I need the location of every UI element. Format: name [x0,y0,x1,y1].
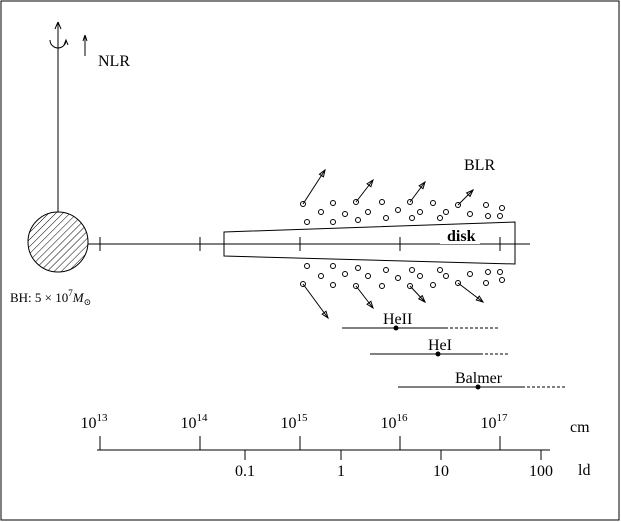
arrow-head [417,294,426,304]
arrow-head [366,178,374,188]
outflow-arrow [457,189,474,206]
cloud [300,201,306,207]
cloud [304,263,310,269]
cm-tick-label: 1015 [281,412,309,432]
cloud [407,199,413,205]
disk-label-bg [440,230,480,244]
ld-tick-label: 100 [529,463,553,480]
cloud [409,215,415,221]
cloud [383,215,389,221]
clouds [300,168,505,320]
cloud [318,209,324,215]
black-hole [27,211,89,273]
cm-unit: cm [570,419,590,436]
cloud [342,211,348,217]
arrow-head [465,188,475,198]
cloud [417,209,423,215]
cloud [407,283,413,289]
emission-lines [342,325,565,390]
cloud [300,281,306,287]
cloud [437,215,443,221]
scales: 1013 1014 1015 1016 1017 0.1 1 10 100 [81,412,554,480]
cloud [355,265,361,271]
cloud [437,267,443,273]
cloud [330,200,336,206]
cloud [485,213,491,219]
arrow-head [82,34,88,42]
cloud [497,213,503,219]
ld-tick-label: 1 [337,463,345,480]
cloud [383,267,389,273]
arrow-head [366,300,374,310]
cloud [365,273,371,279]
cloud [483,280,489,286]
blr-label: BLR [464,157,495,174]
cloud [318,273,324,279]
bh-label: BH: 5 × 107M⊙ [10,288,91,307]
cloud [365,209,371,215]
axis-ticks [99,237,501,251]
arrow-head [318,168,326,178]
spin-arrow [49,38,69,49]
cloud [409,267,415,273]
arrow-head [321,310,329,320]
cloud [467,211,473,217]
line-label: HeII [383,311,412,328]
ld-tick-label: 0.1 [235,463,255,480]
cloud [304,219,310,225]
cloud [467,271,473,277]
cm-tick-label: 1014 [181,412,209,432]
cloud [455,280,461,286]
cloud [330,263,336,269]
cloud [430,282,436,288]
cloud [355,217,361,223]
outflow-arrow [409,181,426,203]
cloud [379,199,385,205]
disk [223,221,516,265]
outflow-arrow [355,285,374,309]
cloud [330,282,336,288]
cloud [483,202,489,208]
cm-tick-label: 1013 [81,412,109,432]
ld-tick-label: 10 [433,463,449,480]
line-label: Balmer [455,370,503,387]
cloud [455,202,461,208]
cloud [330,219,336,225]
nlr-label: NLR [98,53,130,70]
cloud [342,271,348,277]
cloud [485,269,491,275]
outflow-arrow [409,285,426,303]
jet-arrow [54,21,62,30]
cloud [353,199,359,205]
arrow-head [475,295,485,303]
line-label: HeI [428,337,452,354]
disk-label: disk [447,228,476,245]
cm-tick-label: 1016 [381,412,409,432]
cloud [379,283,385,289]
outflow-arrow [302,169,326,205]
ld-unit: ld [578,462,590,479]
cloud [497,269,503,275]
cloud [430,200,436,206]
cloud [353,283,359,289]
cloud [443,273,449,279]
cloud [499,205,505,211]
cloud [395,207,401,213]
cm-tick-label: 1017 [481,412,509,432]
outflow-arrow [355,179,374,203]
cloud [443,209,449,215]
outflow-arrow [457,282,484,303]
cloud [395,275,401,281]
cloud [417,273,423,279]
arrow-head [418,180,426,190]
cloud [499,277,505,283]
